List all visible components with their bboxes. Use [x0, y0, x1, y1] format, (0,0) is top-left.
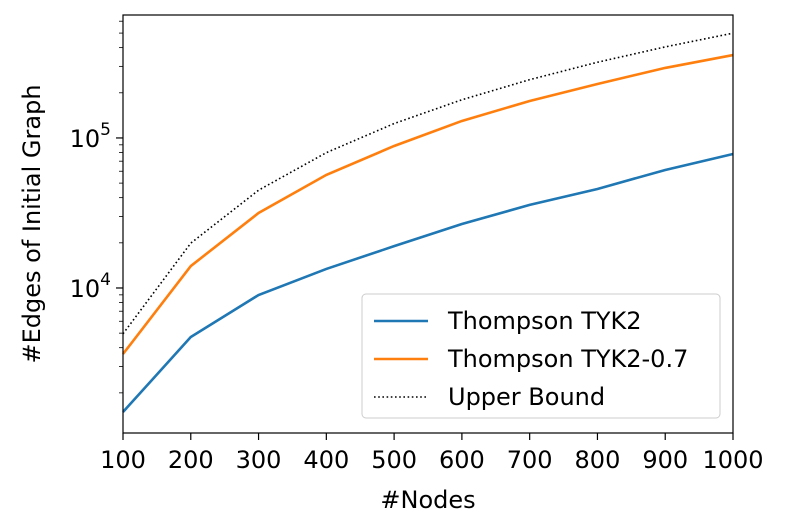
legend-label: Thompson TYK2: [447, 307, 642, 335]
y-axis-label: #Edges of Initial Graph: [18, 84, 46, 363]
x-tick-label: 1000: [702, 446, 763, 474]
x-tick-label: 800: [575, 446, 621, 474]
x-tick-label: 500: [371, 446, 417, 474]
series-line: [122, 32, 734, 335]
y-tick-label: 104: [70, 270, 111, 303]
series-line: [121, 53, 734, 355]
x-axis-label: #Nodes: [380, 486, 475, 514]
legend-box: [361, 293, 721, 419]
x-tick-label: 900: [642, 446, 688, 474]
y-tick-exponent: 5: [100, 120, 111, 140]
legend-label: Upper Bound: [448, 383, 605, 411]
x-tick-label: 300: [236, 446, 282, 474]
plot-frame: [122, 14, 734, 434]
y-tick-exponent: 4: [100, 270, 111, 290]
y-tick-base: 10: [70, 125, 101, 153]
legend-label: Thompson TYK2-0.7: [447, 345, 688, 373]
x-tick-label: 400: [303, 446, 349, 474]
y-tick-base: 10: [70, 275, 101, 303]
x-tick-label: 700: [507, 446, 553, 474]
x-tick-label: 100: [100, 446, 146, 474]
x-tick-label: 600: [439, 446, 485, 474]
x-tick-label: 200: [168, 446, 214, 474]
series-line: [122, 152, 734, 413]
y-tick-label: 105: [70, 120, 111, 153]
